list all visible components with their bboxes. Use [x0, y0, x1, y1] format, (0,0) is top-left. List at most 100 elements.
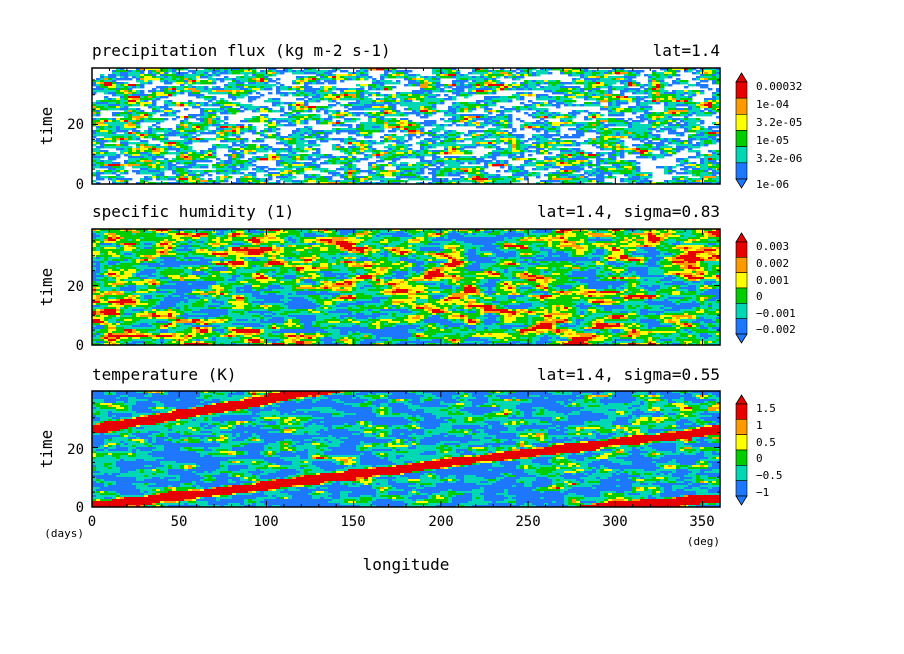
field-1-cell-2433: [600, 132, 613, 135]
field-1-cell-2229: [696, 126, 701, 129]
field-1-cell-3693: [292, 166, 309, 169]
field-1-cell-765: [560, 86, 581, 89]
field-1-cell-35: [432, 68, 445, 71]
field-1-cell-4146: [372, 178, 397, 181]
field-1-cell-31: [376, 68, 385, 71]
field-1-cell-1149: [616, 96, 621, 99]
field-1-cell-500: [296, 80, 301, 83]
field-1-cell-2750: [700, 140, 705, 143]
field-1-cell-1431: [668, 104, 677, 107]
field-1-cell-1501: [708, 106, 713, 109]
field-1-cell-2336: [360, 130, 381, 133]
field-1-cell-3035: [604, 148, 613, 151]
field-1-cell-1798: [176, 116, 181, 119]
field-1-cell-2027: [276, 122, 281, 125]
field-1-cell-1381: [168, 104, 177, 107]
field-1-cell-2547: [224, 136, 229, 139]
field-1-cell-2639: [396, 138, 405, 141]
field-1-cell-50: [552, 68, 561, 71]
field-1-cell-2796: [516, 142, 521, 145]
field-1-cell-710: [188, 86, 193, 89]
field-1-cell-4197: [208, 180, 217, 183]
field-1-cell-292: [572, 74, 581, 77]
field-1-cell-1952: [216, 120, 225, 123]
field-1-cell-3838: [348, 170, 357, 173]
field-1-cell-961: [296, 92, 301, 95]
field-1-cell-3105: [460, 150, 465, 153]
field-1-cell-1294: [708, 100, 713, 103]
field-2-cell-169: [668, 231, 677, 234]
field-1-cell-1405: [352, 104, 365, 107]
field-1-cell-2161: [104, 126, 109, 129]
field-2-cell-291: [372, 235, 377, 238]
field-1-cell-4242: [620, 180, 625, 183]
field-1-cell-584: [436, 82, 441, 85]
field-2-cell-54: [468, 229, 477, 232]
field-1-cell-3189: [440, 152, 445, 155]
field-1-cell-4264: [156, 182, 165, 185]
field-1-cell-2976: [148, 148, 153, 151]
field-2-cell-227: [468, 233, 473, 236]
field-1-cell-2626: [292, 138, 297, 141]
field-1-cell-4289: [348, 182, 353, 185]
field-2-cell-516: [300, 241, 305, 244]
field-1-cell-3685: [216, 166, 225, 169]
field-1-cell-3099: [432, 150, 441, 153]
field-1-cell-3124: [616, 150, 621, 153]
field-1-cell-1448: [160, 106, 169, 109]
field-1-cell-1797: [148, 116, 153, 119]
field-1-cell-1574: [704, 108, 709, 111]
field-1-cell-3812: [132, 170, 141, 173]
field-1-cell-4238: [568, 180, 589, 183]
panel-1-cbar-label-5: 0.00032: [756, 80, 802, 93]
field-1-cell-3747: [216, 168, 233, 171]
field-1-cell-1834: [496, 116, 505, 119]
field-1-cell-3399: [308, 158, 321, 161]
field-1-cell-1804: [208, 116, 213, 119]
field-1-cell-3200: [540, 152, 545, 155]
field-1-cell-2425: [496, 132, 501, 135]
field-1-cell-1880: [216, 118, 221, 121]
field-2-cell-279: [276, 235, 289, 238]
field-1-cell-313: [100, 76, 105, 79]
field-1-cell-4061: [316, 176, 321, 179]
field-1-cell-1020: [156, 94, 169, 97]
field-1-cell-1334: [400, 102, 429, 105]
field-1-cell-2315: [180, 130, 185, 133]
field-1-cell-189: [440, 72, 445, 75]
field-2-cell-197: [240, 233, 245, 236]
field-1-cell-1115: [360, 96, 365, 99]
field-1-cell-2339: [400, 130, 405, 133]
field-1-cell-127: [572, 70, 581, 73]
field-1-cell-790: [172, 88, 177, 91]
field-1-cell-2282: [548, 128, 557, 131]
field-1-cell-2831: [144, 144, 149, 147]
field-1-cell-3773: [444, 168, 453, 171]
field-1-cell-1745: [296, 114, 309, 117]
field-1-cell-2942: [492, 146, 497, 149]
field-1-cell-3498: [604, 160, 617, 163]
field-1-cell-228: [712, 72, 717, 75]
field-1-cell-4230: [484, 180, 493, 183]
field-1-cell-3914: [348, 172, 353, 175]
field-1-cell-3139: [92, 152, 97, 155]
field-1-cell-2517: [636, 134, 641, 137]
field-1-cell-575: [316, 82, 325, 85]
field-1-cell-1057: [424, 94, 429, 97]
field-2-cell-77: [624, 229, 629, 232]
field-1-cell-205: [564, 72, 573, 75]
field-1-cell-4079: [468, 176, 473, 179]
field-2-cell-336: [124, 237, 141, 240]
field-1-cell-2190: [348, 126, 353, 129]
field-1-cell-67: [716, 68, 721, 71]
field-1-cell-3169: [312, 152, 321, 155]
field-1-cell-3449: [140, 160, 145, 163]
field-1-cell-1617: [412, 110, 417, 113]
field-1-cell-2096: [184, 124, 189, 127]
field-1-cell-3688: [240, 166, 245, 169]
field-1-cell-1632: [496, 110, 501, 113]
field-1-cell-3031: [560, 148, 569, 151]
field-1-cell-2247: [200, 128, 205, 131]
field-1-cell-1094: [144, 96, 149, 99]
field-1-cell-2212: [540, 126, 545, 129]
